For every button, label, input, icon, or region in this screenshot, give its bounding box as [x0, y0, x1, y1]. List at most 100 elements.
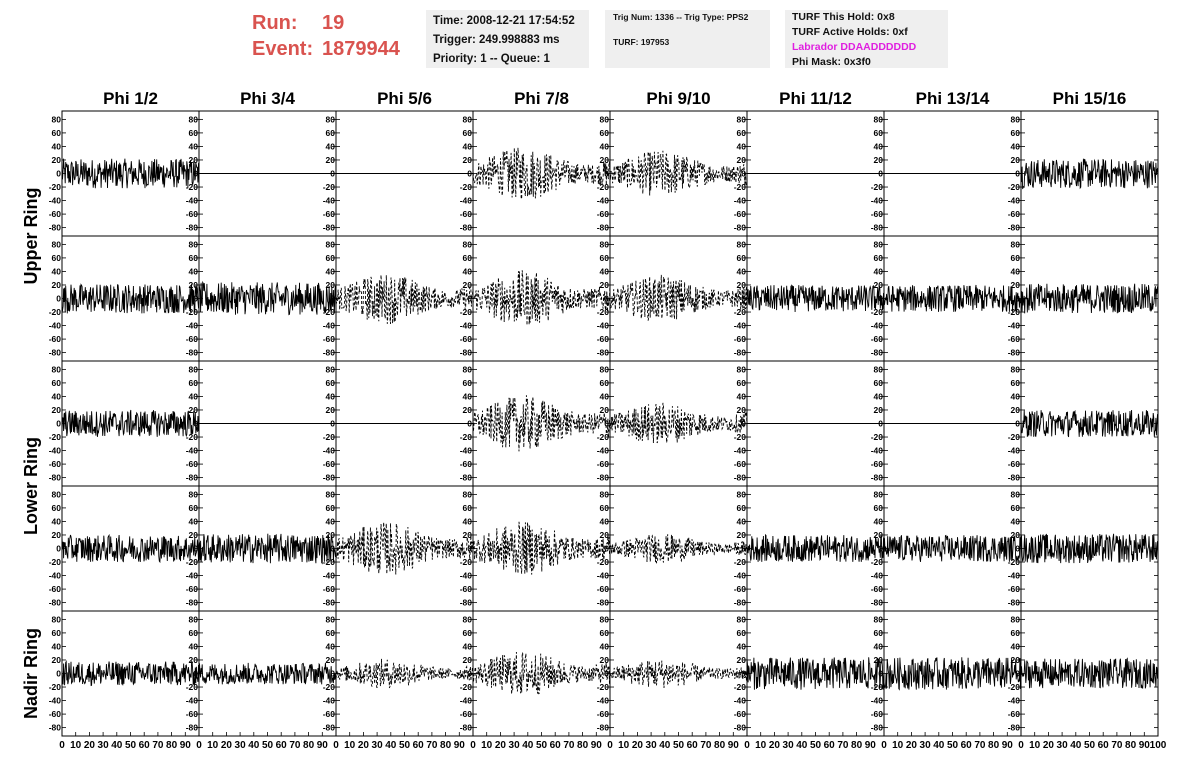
- y-tick-label: -60: [734, 584, 747, 594]
- x-tick-label: 40: [385, 740, 397, 751]
- y-tick-label: -80: [734, 598, 747, 608]
- x-tick-label: 30: [783, 740, 795, 751]
- y-tick-label: 80: [463, 239, 473, 249]
- y-tick-label: -60: [186, 584, 199, 594]
- y-tick-label: -80: [323, 473, 336, 483]
- x-tick-label: 90: [180, 740, 192, 751]
- y-tick-label: -20: [460, 432, 473, 442]
- y-tick-label: -80: [597, 723, 610, 733]
- y-tick-label: -60: [186, 459, 199, 469]
- column-title: Phi 5/6: [377, 89, 432, 108]
- waveform-line: [198, 662, 337, 685]
- y-tick-label: -20: [460, 307, 473, 317]
- y-tick-label: -20: [186, 557, 199, 567]
- y-tick-label: 80: [326, 489, 336, 499]
- x-tick-label: 80: [440, 740, 452, 751]
- x-tick-label: 30: [372, 740, 384, 751]
- y-tick-label: -60: [323, 334, 336, 344]
- x-tick-label: 40: [248, 740, 260, 751]
- y-tick-label: -60: [734, 334, 747, 344]
- y-tick-label: 20: [463, 655, 473, 665]
- y-tick-label: -80: [186, 598, 199, 608]
- y-tick-label: -80: [1008, 473, 1021, 483]
- y-tick-label: -40: [323, 196, 336, 206]
- y-tick-label: 80: [326, 239, 336, 249]
- y-tick-label: -20: [871, 557, 884, 567]
- y-tick-label: 60: [737, 253, 747, 263]
- y-tick-label: 60: [463, 253, 473, 263]
- y-tick-label: 40: [1011, 141, 1021, 151]
- y-tick-label: -60: [49, 334, 62, 344]
- y-tick-label: 80: [737, 489, 747, 499]
- column-title: Phi 15/16: [1053, 89, 1127, 108]
- y-tick-label: 80: [737, 239, 747, 249]
- y-tick-label: 0: [193, 169, 198, 179]
- y-tick-label: -40: [460, 446, 473, 456]
- waveform-line: [609, 660, 748, 689]
- y-tick-label: -20: [734, 682, 747, 692]
- priority-text: Priority: 1 -- Queue: 1: [433, 53, 550, 65]
- y-tick-label: 0: [193, 544, 198, 554]
- x-tick-label: 0: [1018, 740, 1024, 751]
- y-tick-label: -40: [734, 321, 747, 331]
- y-tick-label: 40: [463, 141, 473, 151]
- y-tick-label: 20: [52, 655, 62, 665]
- y-tick-label: 40: [1011, 516, 1021, 526]
- x-tick-label: 30: [509, 740, 521, 751]
- y-tick-label: 0: [330, 669, 335, 679]
- y-tick-label: -40: [1008, 446, 1021, 456]
- x-tick-label: 70: [837, 740, 849, 751]
- y-tick-label: -60: [734, 709, 747, 719]
- y-tick-label: 40: [326, 266, 336, 276]
- y-tick-label: -20: [323, 432, 336, 442]
- y-tick-label: 0: [467, 294, 472, 304]
- y-tick-label: 80: [189, 114, 199, 124]
- y-tick-label: 0: [1015, 544, 1020, 554]
- y-tick-label: -40: [323, 696, 336, 706]
- y-tick-label: -40: [186, 571, 199, 581]
- y-tick-label: 60: [600, 628, 610, 638]
- y-tick-label: -40: [871, 446, 884, 456]
- y-tick-label: 40: [463, 516, 473, 526]
- x-tick-label: 80: [303, 740, 315, 751]
- y-tick-label: 40: [52, 391, 62, 401]
- x-tick-label: 30: [646, 740, 658, 751]
- labrador-text: Labrador DDAADDDDDD: [792, 41, 917, 53]
- waveform-line: [198, 533, 337, 565]
- y-tick-label: -80: [597, 223, 610, 233]
- x-tick-label: 60: [1098, 740, 1110, 751]
- x-tick-label: 30: [1057, 740, 1069, 751]
- waveform-line: [1020, 533, 1159, 564]
- y-tick-label: -60: [1008, 584, 1021, 594]
- y-tick-label: 40: [874, 516, 884, 526]
- y-tick-label: -20: [871, 682, 884, 692]
- x-tick-label: 0: [470, 740, 476, 751]
- x-tick-label: 60: [276, 740, 288, 751]
- y-tick-label: 60: [189, 253, 199, 263]
- y-tick-label: 20: [189, 655, 199, 665]
- y-tick-label: 40: [1011, 391, 1021, 401]
- y-tick-label: -80: [871, 723, 884, 733]
- y-tick-label: -20: [734, 307, 747, 317]
- y-tick-label: 40: [52, 641, 62, 651]
- y-tick-label: 80: [52, 614, 62, 624]
- y-tick-label: 0: [878, 294, 883, 304]
- y-tick-label: 80: [600, 489, 610, 499]
- column-title: Phi 9/10: [646, 89, 710, 108]
- y-tick-label: 60: [52, 378, 62, 388]
- y-tick-label: -40: [734, 696, 747, 706]
- x-tick-label: 100: [1150, 740, 1167, 751]
- x-tick-label: 90: [454, 740, 466, 751]
- x-tick-label: 70: [1111, 740, 1123, 751]
- y-tick-label: 20: [52, 405, 62, 415]
- x-tick-label: 20: [632, 740, 644, 751]
- x-tick-label: 60: [824, 740, 836, 751]
- x-tick-label: 80: [577, 740, 589, 751]
- x-tick-label: 80: [1125, 740, 1137, 751]
- y-tick-label: 80: [189, 239, 199, 249]
- y-tick-label: 40: [52, 141, 62, 151]
- y-tick-label: 60: [874, 628, 884, 638]
- x-tick-label: 90: [591, 740, 603, 751]
- y-tick-label: 60: [326, 503, 336, 513]
- y-tick-label: -40: [323, 446, 336, 456]
